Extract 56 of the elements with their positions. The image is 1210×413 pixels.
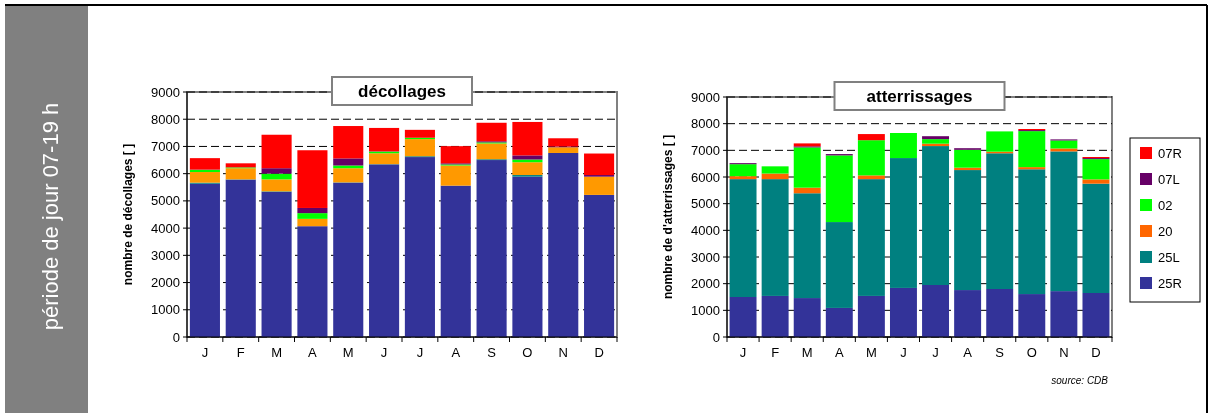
- legend-label: 07R: [1158, 145, 1182, 161]
- x-tick-label: A: [963, 345, 973, 360]
- y-tick-label: 9000: [151, 84, 180, 100]
- y-axis-title: nombre de d'atterrissages [ ]: [661, 134, 675, 300]
- x-tick-label: A: [834, 345, 844, 360]
- y-tick-label: 2000: [151, 275, 180, 291]
- y-tick-label: 8000: [691, 116, 720, 132]
- x-tick-label: F: [771, 345, 780, 360]
- y-tick-label: 5000: [151, 193, 180, 209]
- legend-label: 02: [1158, 197, 1173, 213]
- x-tick-label: N: [558, 345, 568, 360]
- y-tick-label: 9000: [691, 89, 720, 105]
- legend-label: 25L: [1158, 249, 1180, 265]
- y-axis-title: nombre de décollages [ ]: [121, 143, 135, 286]
- x-tick-label: S: [995, 345, 1005, 360]
- y-tick-label: 7000: [151, 138, 180, 154]
- x-tick-label: A: [308, 345, 318, 360]
- legend-label: 25R: [1158, 275, 1182, 291]
- y-tick-label: 1000: [151, 302, 180, 318]
- x-tick-label: M: [271, 345, 283, 360]
- x-tick-label: J: [900, 345, 907, 360]
- y-tick-label: 3000: [151, 247, 180, 263]
- text: période de jour 07-19 h: [38, 102, 63, 331]
- y-tick-label: 2000: [691, 276, 720, 292]
- y-tick-label: 3000: [691, 249, 720, 265]
- x-tick-label: J: [739, 345, 747, 360]
- y-tick-label: 0: [172, 329, 180, 345]
- y-tick-label: 6000: [691, 169, 720, 185]
- x-tick-label: J: [932, 345, 939, 360]
- x-tick-label: F: [236, 345, 245, 360]
- x-tick-label: O: [1026, 345, 1037, 360]
- x-tick-label: O: [522, 345, 533, 360]
- y-tick-label: 5000: [691, 196, 720, 212]
- y-tick-label: 1000: [691, 302, 720, 318]
- x-tick-label: N: [1059, 345, 1069, 360]
- y-tick-label: 7000: [691, 142, 720, 158]
- x-tick-label: D: [1091, 345, 1101, 360]
- x-tick-label: J: [380, 345, 388, 360]
- x-tick-label: S: [487, 345, 497, 360]
- legend-label: 07L: [1158, 171, 1180, 187]
- x-tick-label: J: [416, 345, 424, 360]
- y-tick-label: 8000: [151, 111, 180, 127]
- x-tick-label: M: [865, 345, 877, 360]
- chart-title: atterrissages: [866, 87, 973, 106]
- x-tick-label: M: [342, 345, 354, 360]
- x-tick-label: A: [451, 345, 461, 360]
- x-tick-label: M: [801, 345, 813, 360]
- y-tick-label: 0: [712, 329, 720, 345]
- legend-label: 20: [1158, 223, 1173, 239]
- chart-title: décollages: [358, 82, 446, 101]
- x-tick-label: J: [201, 345, 209, 360]
- y-tick-label: 4000: [691, 222, 720, 238]
- y-tick-label: 6000: [151, 166, 180, 182]
- x-tick-label: D: [594, 345, 604, 360]
- source-note: source: CDB: [1051, 375, 1109, 386]
- y-tick-label: 4000: [151, 220, 180, 236]
